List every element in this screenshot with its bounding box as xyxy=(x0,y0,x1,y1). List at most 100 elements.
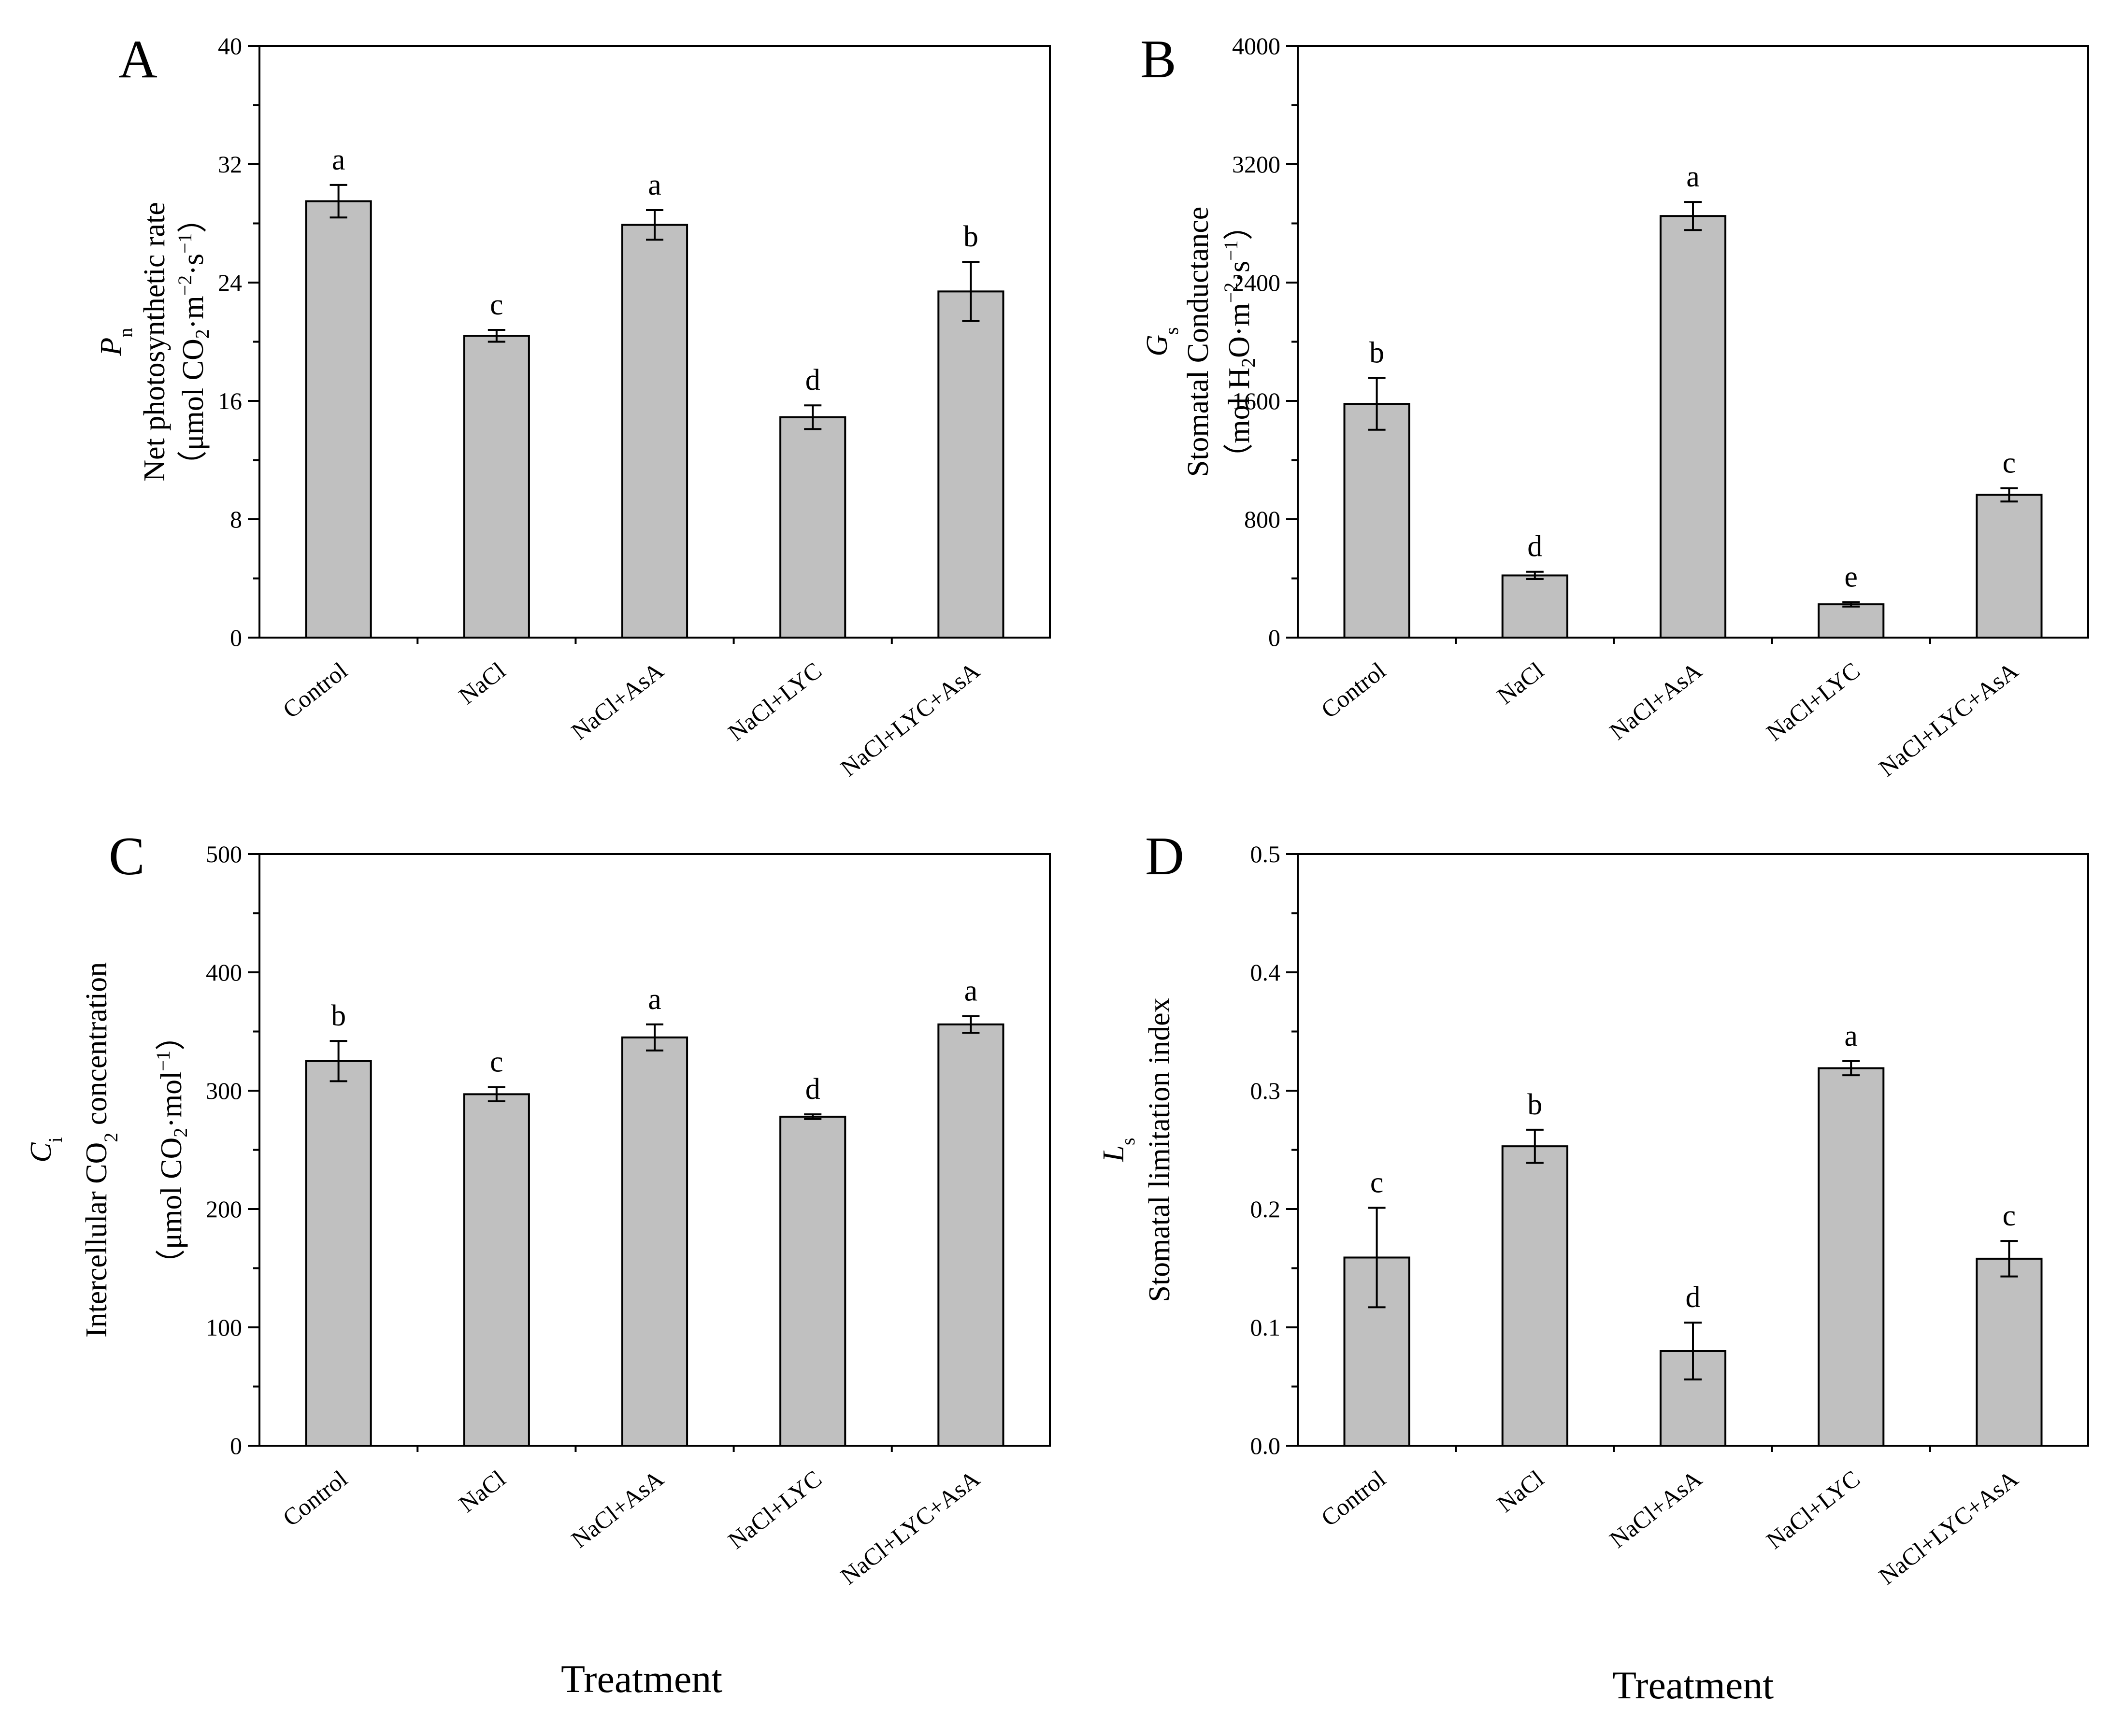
panel-letter: C xyxy=(109,826,145,886)
y-axis-unit-text: ） xyxy=(1223,210,1256,240)
x-axis-title-left: Treatment xyxy=(561,1657,722,1701)
bar xyxy=(1976,494,2043,639)
y-tick-label: 40 xyxy=(218,32,242,59)
bar xyxy=(463,1093,530,1447)
y-axis-unit-text: ·mol xyxy=(155,1071,188,1128)
bar xyxy=(305,200,372,639)
y-tick-label: 4000 xyxy=(1232,32,1280,59)
significance-letter: b xyxy=(331,999,346,1032)
y-axis-symbol: Gs xyxy=(1141,327,1182,356)
y-axis-unit: （μmol CO2·m−2·s−1） xyxy=(174,203,213,480)
bar xyxy=(1659,215,1727,639)
y-tick-label: 500 xyxy=(206,840,242,868)
bar xyxy=(1818,603,1885,639)
y-axis-unit-text: ·s xyxy=(177,254,210,275)
bar xyxy=(621,224,688,639)
y-tick-label: 100 xyxy=(206,1314,242,1341)
y-axis-unit-sup: −1 xyxy=(1220,240,1242,261)
y-axis-unit-sup: −1 xyxy=(152,1051,174,1071)
y-tick-label: 0.4 xyxy=(1250,959,1281,986)
bar xyxy=(1501,1145,1568,1447)
significance-letter: d xyxy=(805,364,820,397)
y-tick-label: 24 xyxy=(218,269,242,296)
y-axis-unit-text: ） xyxy=(177,203,210,233)
y-tick-label: 8 xyxy=(230,506,242,533)
y-tick-label: 16 xyxy=(218,387,242,414)
y-tick-label: 0.3 xyxy=(1250,1077,1281,1104)
panel-b: 08001600240032004000bControldNaClaNaCl+A… xyxy=(1140,29,2089,782)
bar xyxy=(779,1115,846,1447)
significance-letter: b xyxy=(963,220,978,253)
y-axis-unit-text: ·s xyxy=(1223,261,1256,283)
y-tick-label: 0.5 xyxy=(1250,840,1281,868)
y-axis-unit-text: O·m xyxy=(1223,303,1256,358)
y-axis-unit-text: （mol H xyxy=(1223,368,1256,473)
y-tick-label: 0.2 xyxy=(1250,1195,1281,1223)
significance-letter: c xyxy=(2003,1199,2016,1232)
y-tick-label: 3200 xyxy=(1232,151,1280,178)
bar xyxy=(937,1023,1004,1447)
y-axis-symbol-sub: s xyxy=(1161,327,1182,335)
y-axis-symbol: Ls xyxy=(1097,1138,1139,1162)
y-axis-unit: （mol H2O·m−2·s−1） xyxy=(1220,210,1259,473)
y-axis-name-text: Intercellular CO xyxy=(80,1142,113,1338)
y-axis-unit-text: （μmol CO xyxy=(177,339,210,480)
significance-letter: c xyxy=(490,1046,503,1079)
x-axis-title-right: Treatment xyxy=(1612,1663,1774,1707)
y-axis-name: Stomatal limitation index xyxy=(1143,997,1176,1302)
significance-letter: a xyxy=(648,169,661,201)
panel-letter: B xyxy=(1140,29,1176,89)
y-axis-symbol-main: L xyxy=(1097,1145,1130,1162)
y-tick-label: 0 xyxy=(230,1432,242,1459)
y-axis-unit-sup: −2 xyxy=(1220,283,1242,303)
y-tick-label: 0 xyxy=(1268,624,1280,651)
significance-letter: a xyxy=(1686,160,1700,193)
y-axis-name-text: Stomatal limitation index xyxy=(1143,997,1176,1302)
y-axis-name-sub: 2 xyxy=(100,1133,122,1142)
y-axis-symbol: Pn xyxy=(95,328,136,356)
y-tick-label: 2400 xyxy=(1232,269,1280,296)
bar xyxy=(305,1060,372,1447)
bar xyxy=(779,416,846,639)
bar xyxy=(1501,574,1568,639)
significance-letter: d xyxy=(1686,1281,1701,1314)
y-tick-label: 0 xyxy=(230,624,242,651)
y-axis-symbol-sub: n xyxy=(115,328,136,338)
significance-letter: d xyxy=(805,1073,820,1106)
y-tick-label: 0.1 xyxy=(1250,1314,1281,1341)
y-axis-name-text: concentration xyxy=(80,962,113,1133)
significance-letter: e xyxy=(1844,561,1858,594)
y-axis-symbol-main: C xyxy=(25,1142,57,1163)
y-axis-symbol-sub: i xyxy=(44,1137,66,1142)
y-axis-unit-sub: 2 xyxy=(1237,358,1259,368)
significance-letter: c xyxy=(490,288,503,321)
significance-letter: c xyxy=(2003,447,2016,480)
bar xyxy=(621,1036,688,1447)
y-axis-unit-sup: −1 xyxy=(174,233,196,254)
y-axis-name-text: Stomatal Conductance xyxy=(1182,207,1215,477)
bar xyxy=(463,335,530,639)
y-tick-label: 32 xyxy=(218,151,242,178)
y-axis-name-text: Net photosynthetic rate xyxy=(138,202,171,482)
significance-letter: a xyxy=(964,975,978,1008)
y-tick-label: 400 xyxy=(206,959,242,986)
significance-letter: d xyxy=(1527,530,1542,563)
significance-letter: c xyxy=(1370,1167,1384,1199)
y-axis-unit-text: ） xyxy=(155,1021,188,1051)
y-axis-unit-text: ·m xyxy=(177,296,210,329)
significance-letter: b xyxy=(1369,337,1384,370)
panel-letter: A xyxy=(118,29,158,89)
significance-letter: a xyxy=(1844,1020,1858,1053)
significance-letter: b xyxy=(1527,1088,1542,1121)
y-axis-symbol-main: P xyxy=(95,338,128,356)
bar xyxy=(937,290,1004,639)
bar xyxy=(1818,1067,1885,1447)
panel-letter: D xyxy=(1145,826,1184,886)
y-tick-label: 300 xyxy=(206,1077,242,1104)
y-tick-label: 0.0 xyxy=(1250,1432,1281,1459)
y-axis-unit-sub: 2 xyxy=(170,1128,191,1138)
y-axis-unit-text: （μmol CO xyxy=(155,1138,188,1279)
bar xyxy=(1976,1257,2043,1447)
y-axis-symbol-main: G xyxy=(1141,335,1174,356)
